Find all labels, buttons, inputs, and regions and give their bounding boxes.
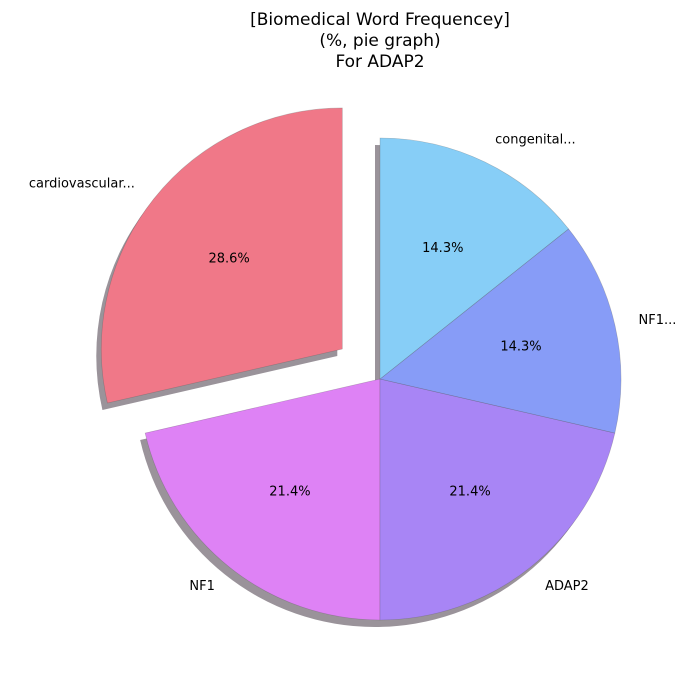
chart-title-line-2: (%, pie graph) [319, 31, 441, 51]
pie-slice-adap2-2 [379, 378, 616, 621]
pie-slice-nf1-3 [379, 228, 622, 434]
slice-label-nf1-3: NF1... [639, 313, 677, 328]
slice-percent-cardiovascular-0: 28.6% [208, 251, 249, 266]
pie-slice-cardiovascular-0 [101, 107, 343, 404]
chart-title-line-3: For ADAP2 [335, 52, 425, 72]
slice-percent-nf1-1: 21.4% [269, 485, 310, 500]
slice-percent-congenital-4: 14.3% [422, 241, 463, 256]
slice-percent-nf1-3: 14.3% [500, 340, 541, 355]
slice-label-nf1-1: NF1 [189, 579, 214, 594]
pie-slice-nf1-1 [144, 378, 381, 621]
chart-title-line-1: [Biomedical Word Frequencey] [250, 10, 510, 30]
pie-labels: cardiovascular... 28.6% NF1 21.4% ADAP2 21.4%… [29, 133, 677, 594]
chart-title: [Biomedical Word Frequencey] (%, pie gra… [0, 10, 700, 73]
pie-slice-congenital-4 [379, 137, 569, 380]
slice-label-adap2-2: ADAP2 [545, 579, 589, 594]
slice-label-cardiovascular-0: cardiovascular... [29, 176, 135, 191]
slice-label-congenital-4: congenital... [495, 133, 576, 148]
slice-percent-adap2-2: 21.4% [449, 485, 490, 500]
pie-slices [101, 107, 622, 621]
